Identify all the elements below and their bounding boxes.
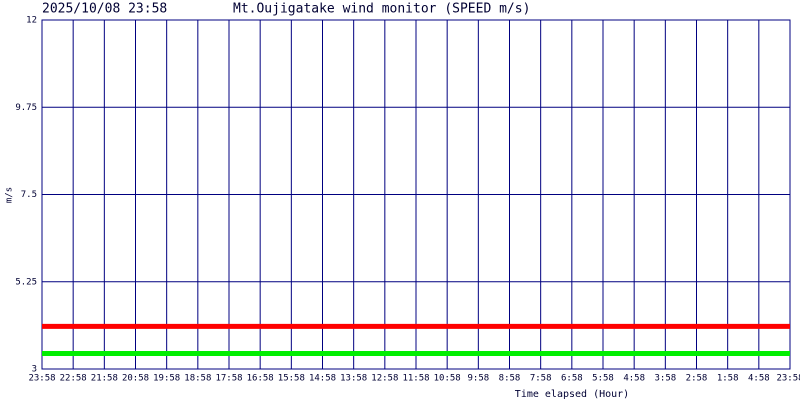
x-tick-label: 4:58 — [748, 374, 770, 384]
x-tick-label: 14:58 — [309, 374, 336, 384]
x-tick-label: 19:58 — [153, 374, 180, 384]
x-tick-label: 12:58 — [371, 374, 398, 384]
x-tick-label: 6:58 — [561, 374, 583, 384]
x-tick-label: 2:58 — [686, 374, 708, 384]
y-axis-label: m/s — [5, 187, 15, 203]
y-tick-label: 3 — [32, 365, 37, 375]
y-tick-label: 5.25 — [15, 277, 37, 287]
x-tick-label: 15:58 — [278, 374, 305, 384]
x-tick-label: 3:58 — [654, 374, 676, 384]
x-tick-label: 18:58 — [184, 374, 211, 384]
y-tick-label: 9.75 — [15, 103, 37, 113]
timestamp: 2025/10/08 23:58 — [42, 2, 167, 17]
x-tick-label: 21:58 — [91, 374, 118, 384]
x-tick-label: 9:58 — [467, 374, 489, 384]
x-tick-label: 7:58 — [530, 374, 552, 384]
y-tick-label: 12 — [26, 16, 37, 26]
chart-title: Mt.Oujigatake wind monitor (SPEED m/s) — [233, 2, 530, 17]
x-tick-label: 16:58 — [247, 374, 274, 384]
x-axis-label: Time elapsed (Hour) — [515, 389, 629, 400]
y-tick-label: 7.5 — [21, 190, 37, 200]
plot-frame — [41, 19, 791, 370]
x-tick-label: 22:58 — [60, 374, 87, 384]
x-tick-label: 17:58 — [215, 374, 242, 384]
x-tick-label: 13:58 — [340, 374, 367, 384]
x-tick-label: 10:58 — [434, 374, 461, 384]
x-tick-label: 11:58 — [402, 374, 429, 384]
x-tick-label: 23:58 — [28, 374, 55, 384]
x-tick-label: 4:58 — [623, 374, 645, 384]
x-tick-label: 5:58 — [592, 374, 614, 384]
x-tick-label: 20:58 — [122, 374, 149, 384]
x-tick-label: 8:58 — [499, 374, 521, 384]
x-tick-label: 23:58 — [776, 374, 800, 384]
x-tick-label: 1:58 — [717, 374, 739, 384]
